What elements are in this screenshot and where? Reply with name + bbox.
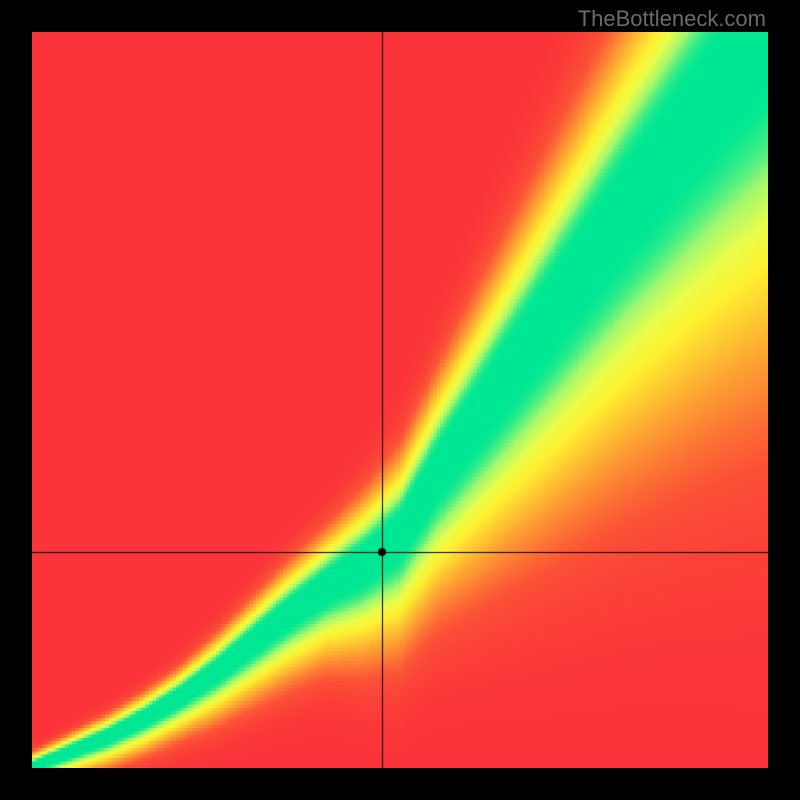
overlay-canvas [32,32,768,768]
chart-frame: TheBottleneck.com [0,0,800,800]
plot-area [32,32,768,768]
watermark-text: TheBottleneck.com [578,6,766,32]
